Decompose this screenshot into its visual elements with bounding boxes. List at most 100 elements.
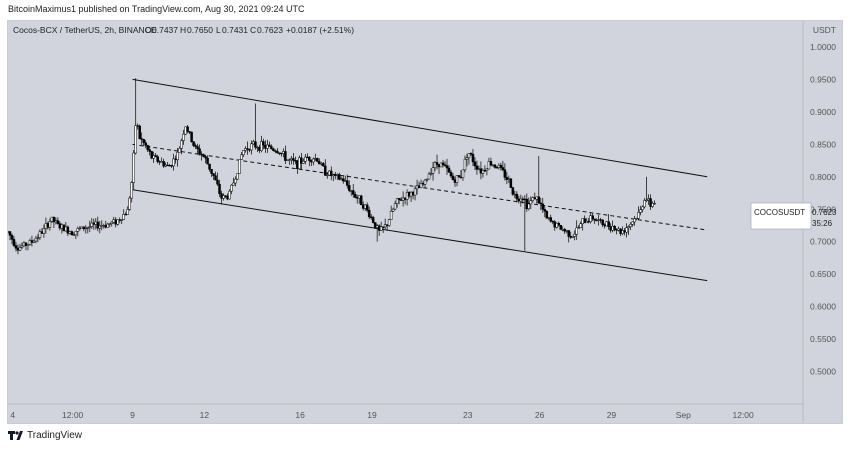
candle [42,224,46,238]
candle [106,222,110,228]
candle [583,215,586,224]
candle [280,152,283,157]
candle [50,216,54,224]
candle [519,194,523,207]
chart-pane[interactable]: Cocos-BCX / TetherUS, 2h, BINANCE O 0.74… [6,20,843,424]
candle [415,179,419,195]
candle [373,222,377,229]
candle [407,191,411,199]
candle [200,151,203,161]
candle [76,226,80,237]
candle [581,218,584,231]
candle [12,236,16,248]
footer: TradingView [0,425,850,449]
candle [479,161,483,180]
candle [24,241,28,251]
candle [369,213,373,220]
candle [228,189,231,200]
candle [214,171,217,181]
candle [541,197,545,213]
candle [413,185,417,201]
price-tick-label: 1.0000 [810,42,836,52]
candle [421,180,425,187]
candle [30,235,34,247]
candle [455,174,459,187]
candle [545,210,549,219]
price-tick-label: 0.5500 [810,334,836,344]
candle [124,212,127,216]
candle [403,197,407,205]
candle [156,154,159,164]
candle [633,216,636,226]
price-scale[interactable]: USDT 1.0000 0.9500 0.9000 0.8500 0.8000 0.750… [802,21,836,423]
candle [22,241,26,247]
candle [160,157,163,163]
candle [547,216,551,221]
candle [579,221,582,229]
candle [26,244,30,251]
time-tick-label: 12:00 [732,410,754,420]
candle [158,160,161,166]
candle [501,160,505,172]
candle [513,190,517,198]
candle [375,223,379,242]
candle [312,157,315,166]
candle [272,147,275,152]
candle [234,176,237,187]
candle [551,220,555,225]
time-tick-label: 16 [295,410,305,420]
time-axis[interactable]: 4 12:00 9 12 16 19 23 26 29 Sep 12:00 [8,403,803,420]
candle [86,226,90,234]
candle [236,173,239,181]
candle [341,176,345,184]
candle [168,163,171,167]
candle [447,165,451,173]
candle [573,230,576,241]
candle [120,219,123,225]
candle [381,226,385,233]
candle [10,233,14,245]
candle [178,146,181,153]
candle [621,226,624,236]
candle [631,221,634,227]
candle [40,228,44,235]
candle [210,169,213,177]
candle [20,242,24,249]
candle [94,218,98,230]
candle [256,145,259,153]
candle [294,156,297,165]
channel-lower-line[interactable] [132,189,708,282]
candle [401,191,405,207]
candle [74,231,78,240]
candle [174,155,177,164]
last-price-symbol: COCOSUSDT [754,208,805,217]
candle [463,155,467,173]
candle [505,171,509,185]
candle [357,195,361,204]
channel-upper-line[interactable] [132,78,708,178]
candle [132,150,135,190]
candle [419,179,423,189]
candle [166,162,169,167]
candle [543,204,547,218]
candle [599,217,602,224]
candle [248,148,251,153]
candle [242,149,245,157]
candle [459,170,463,179]
candle [577,225,580,229]
candle [302,158,305,164]
price-chart[interactable]: Cocos-BCX / TetherUS, 2h, BINANCE O 0.74… [6,21,842,423]
price-tick-label: 0.6000 [810,302,836,312]
candle [164,162,167,168]
legend-symbol: Cocos-BCX / TetherUS, 2h, BINANCE [13,25,157,35]
candle [246,141,249,155]
candle [56,217,60,225]
candle [238,159,241,174]
candle [511,186,515,196]
candle [300,153,303,170]
symbol-legend: Cocos-BCX / TetherUS, 2h, BINANCE O 0.74… [13,25,354,35]
candle [222,193,225,201]
tradingview-logo[interactable]: TradingView [8,430,82,441]
candle [585,218,588,224]
candle [549,214,553,223]
